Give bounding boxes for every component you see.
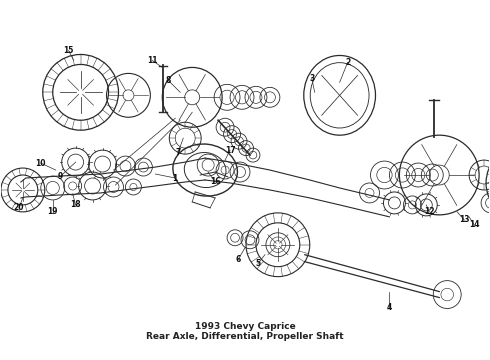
Text: 7: 7 <box>175 148 181 157</box>
Text: 16: 16 <box>210 177 220 186</box>
Text: 13: 13 <box>459 215 469 224</box>
Text: 9: 9 <box>58 171 63 180</box>
Text: 17: 17 <box>225 145 235 154</box>
Text: 14: 14 <box>469 220 479 229</box>
Text: 1: 1 <box>172 174 178 183</box>
Text: 18: 18 <box>71 201 81 210</box>
Text: 5: 5 <box>255 259 261 268</box>
Text: 8: 8 <box>166 76 171 85</box>
Text: 15: 15 <box>64 46 74 55</box>
Text: 19: 19 <box>48 207 58 216</box>
Text: 20: 20 <box>14 203 24 212</box>
Text: 2: 2 <box>345 58 350 67</box>
Text: 11: 11 <box>147 56 158 65</box>
Text: 12: 12 <box>424 207 435 216</box>
Text: 1993 Chevy Caprice
Rear Axle, Differential, Propeller Shaft: 1993 Chevy Caprice Rear Axle, Differenti… <box>146 322 344 341</box>
Text: 3: 3 <box>309 74 315 83</box>
Text: 4: 4 <box>387 303 392 312</box>
Text: 10: 10 <box>36 158 46 167</box>
Text: 6: 6 <box>235 255 241 264</box>
